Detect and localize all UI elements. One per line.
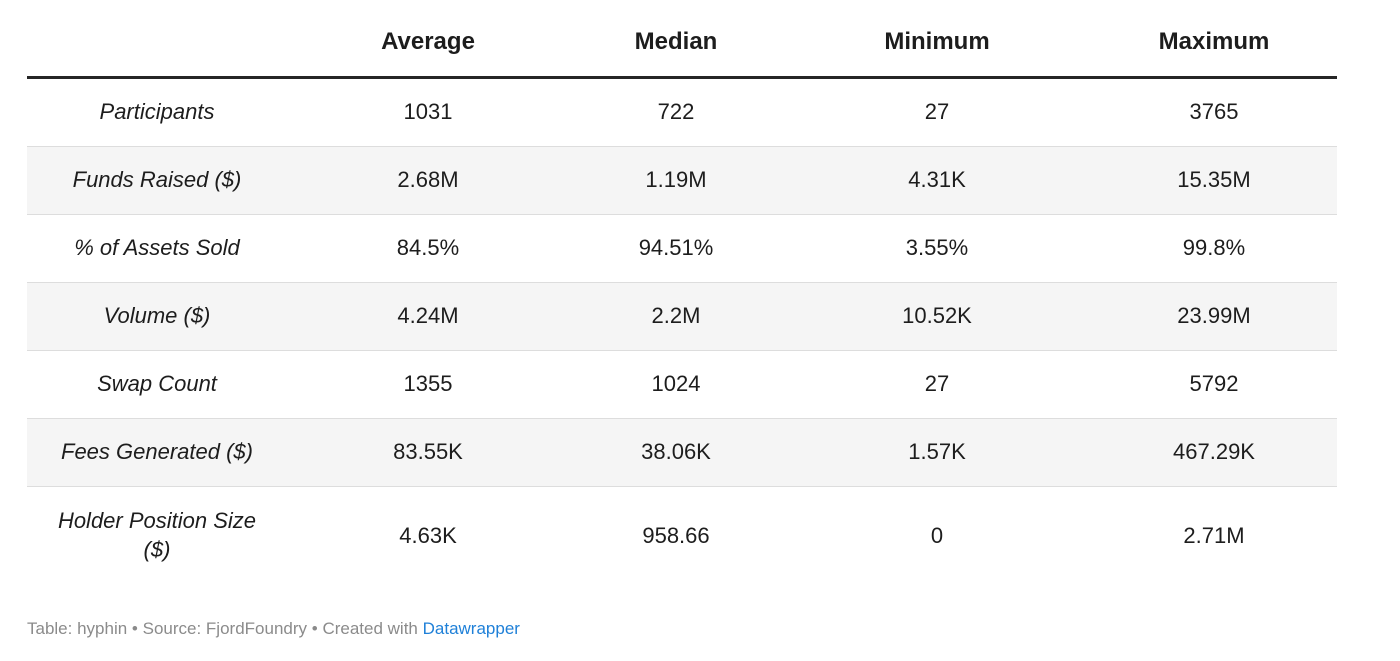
created-with-text: Created with [322,619,418,638]
row-label: Volume ($) [27,282,287,351]
table-row-swap-count: Swap Count 1355 1024 27 5792 [27,350,1337,419]
table-row-holder-position-size: Holder Position Size ($) 4.63K 958.66 0 … [27,486,1337,585]
row-label: Funds Raised ($) [27,146,287,215]
table-cell: 1031 [287,77,569,147]
row-label: Participants [27,77,287,147]
row-label: Holder Position Size ($) [27,486,287,585]
table-cell: 23.99M [1091,282,1337,351]
table-cell: 1355 [287,350,569,419]
table-body: Participants 1031 722 27 3765 Funds Rais… [27,77,1337,585]
table-cell: 4.31K [783,146,1091,215]
table-cell: 3765 [1091,77,1337,147]
header-row: Average Median Minimum Maximum [27,8,1337,79]
table-cell: 1.19M [569,146,783,215]
stats-table: Average Median Minimum Maximum Participa… [27,8,1337,585]
table-byline: Table: hyphin [27,619,128,638]
table-row-participants: Participants 1031 722 27 3765 [27,77,1337,147]
table-cell: 467.29K [1091,418,1337,487]
column-header-blank [27,8,287,79]
table-cell: 38.06K [569,418,783,487]
row-label: Swap Count [27,350,287,419]
table-row-fees-generated: Fees Generated ($) 83.55K 38.06K 1.57K 4… [27,418,1337,487]
footer-separator: • [311,619,318,638]
table-cell: 5792 [1091,350,1337,419]
table-cell: 0 [783,486,1091,585]
column-header-minimum: Minimum [783,8,1091,79]
row-label: Fees Generated ($) [27,418,287,487]
attribution-footer: Table: hyphin • Source: FjordFoundry • C… [27,617,1400,641]
table-cell: 4.63K [287,486,569,585]
table-cell: 722 [569,77,783,147]
table-cell: 2.68M [287,146,569,215]
footer-separator: • [131,619,138,638]
table-row-volume: Volume ($) 4.24M 2.2M 10.52K 23.99M [27,282,1337,351]
source-credit: Source: FjordFoundry [142,619,308,638]
column-header-maximum: Maximum [1091,8,1337,79]
row-label: % of Assets Sold [27,214,287,283]
datawrapper-link[interactable]: Datawrapper [422,619,520,638]
table-cell: 2.71M [1091,486,1337,585]
table-cell: 958.66 [569,486,783,585]
column-header-median: Median [569,8,783,79]
table-container: Average Median Minimum Maximum Participa… [27,8,1400,641]
table-cell: 83.55K [287,418,569,487]
table-row-pct-assets-sold: % of Assets Sold 84.5% 94.51% 3.55% 99.8… [27,214,1337,283]
table-row-funds-raised: Funds Raised ($) 2.68M 1.19M 4.31K 15.35… [27,146,1337,215]
table-cell: 27 [783,350,1091,419]
table-cell: 27 [783,77,1091,147]
table-cell: 3.55% [783,214,1091,283]
table-cell: 94.51% [569,214,783,283]
table-cell: 1024 [569,350,783,419]
table-cell: 2.2M [569,282,783,351]
table-cell: 4.24M [287,282,569,351]
table-cell: 99.8% [1091,214,1337,283]
table-cell: 1.57K [783,418,1091,487]
column-header-average: Average [287,8,569,79]
table-header: Average Median Minimum Maximum [27,8,1337,79]
table-cell: 10.52K [783,282,1091,351]
table-cell: 84.5% [287,214,569,283]
table-cell: 15.35M [1091,146,1337,215]
